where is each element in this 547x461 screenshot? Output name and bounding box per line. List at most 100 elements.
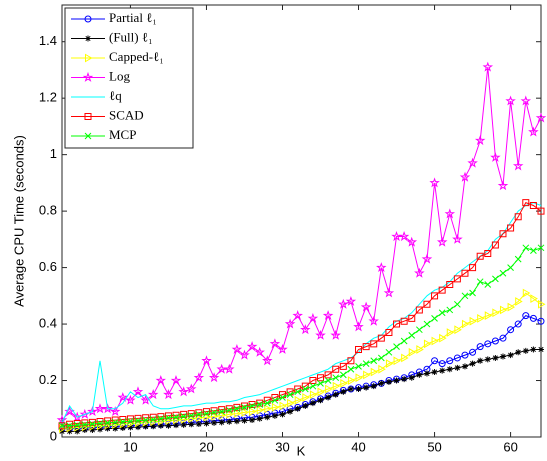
marker	[218, 408, 226, 415]
marker	[127, 424, 134, 431]
marker	[370, 383, 377, 390]
marker	[377, 354, 385, 362]
marker	[363, 370, 371, 380]
marker	[347, 376, 356, 385]
marker	[180, 421, 187, 428]
series-line	[62, 349, 541, 432]
marker	[294, 388, 302, 396]
marker	[347, 365, 355, 373]
marker	[499, 334, 507, 342]
marker	[119, 415, 127, 423]
marker	[73, 421, 81, 429]
marker	[256, 415, 263, 422]
marker	[491, 337, 499, 345]
marker	[368, 315, 379, 326]
marker	[150, 423, 157, 430]
marker	[210, 409, 218, 416]
marker	[537, 317, 545, 325]
marker	[415, 306, 423, 314]
marker	[157, 422, 164, 429]
marker	[332, 365, 340, 373]
marker	[125, 394, 136, 405]
marker	[438, 309, 446, 317]
marker	[66, 428, 73, 435]
marker	[484, 311, 493, 320]
y-tick-label: 0.2	[39, 372, 57, 387]
marker	[476, 343, 484, 351]
marker	[461, 363, 468, 370]
x-tick-label: 60	[503, 439, 517, 454]
marker	[453, 275, 461, 283]
marker	[377, 334, 385, 342]
legend-label: MCP	[109, 127, 136, 142]
marker	[338, 298, 349, 309]
marker	[528, 126, 539, 137]
marker	[385, 329, 393, 337]
legend-label: ℓq	[109, 88, 122, 103]
marker	[263, 399, 271, 407]
marker	[157, 415, 165, 423]
marker	[385, 377, 393, 384]
marker	[279, 394, 286, 401]
marker	[522, 347, 529, 354]
marker	[225, 405, 233, 413]
marker	[119, 418, 127, 426]
marker	[104, 419, 111, 427]
marker	[132, 386, 144, 397]
marker	[400, 337, 408, 345]
marker	[203, 410, 210, 417]
marker	[163, 389, 174, 400]
marker	[408, 374, 415, 381]
marker	[492, 308, 500, 318]
marker	[88, 418, 96, 426]
marker	[264, 414, 271, 421]
marker	[446, 306, 454, 314]
marker	[202, 408, 210, 416]
marker	[225, 406, 233, 414]
marker	[461, 351, 469, 359]
marker	[538, 299, 546, 309]
marker	[172, 411, 180, 419]
marker	[429, 177, 440, 188]
marker	[271, 393, 279, 401]
marker	[59, 428, 65, 435]
marker	[469, 360, 476, 367]
marker	[211, 412, 219, 421]
marker	[467, 157, 478, 168]
marker	[469, 289, 476, 297]
marker	[347, 357, 355, 365]
marker	[104, 425, 111, 432]
marker	[537, 244, 545, 252]
marker	[406, 236, 418, 247]
marker	[360, 301, 372, 312]
marker	[376, 262, 387, 273]
y-axis-label: Average CPU Time (seconds)	[11, 135, 26, 307]
marker	[218, 406, 226, 414]
marker	[203, 412, 211, 422]
marker	[355, 386, 362, 392]
marker	[431, 315, 438, 322]
marker	[515, 297, 523, 306]
marker	[309, 400, 316, 407]
marker	[538, 346, 544, 353]
marker	[203, 420, 210, 427]
marker	[459, 171, 471, 182]
marker	[201, 355, 212, 366]
marker	[383, 287, 395, 298]
marker	[301, 382, 309, 390]
marker	[317, 387, 326, 397]
marker	[89, 426, 96, 433]
marker	[195, 421, 202, 428]
marker	[355, 384, 363, 392]
legend-marker	[84, 15, 92, 23]
marker	[378, 364, 386, 374]
marker	[330, 329, 342, 340]
marker	[484, 281, 492, 288]
marker	[438, 286, 446, 294]
marker	[241, 417, 248, 424]
marker	[180, 410, 188, 418]
marker	[522, 288, 531, 298]
marker	[378, 380, 385, 387]
marker	[446, 366, 453, 373]
marker	[393, 343, 400, 351]
